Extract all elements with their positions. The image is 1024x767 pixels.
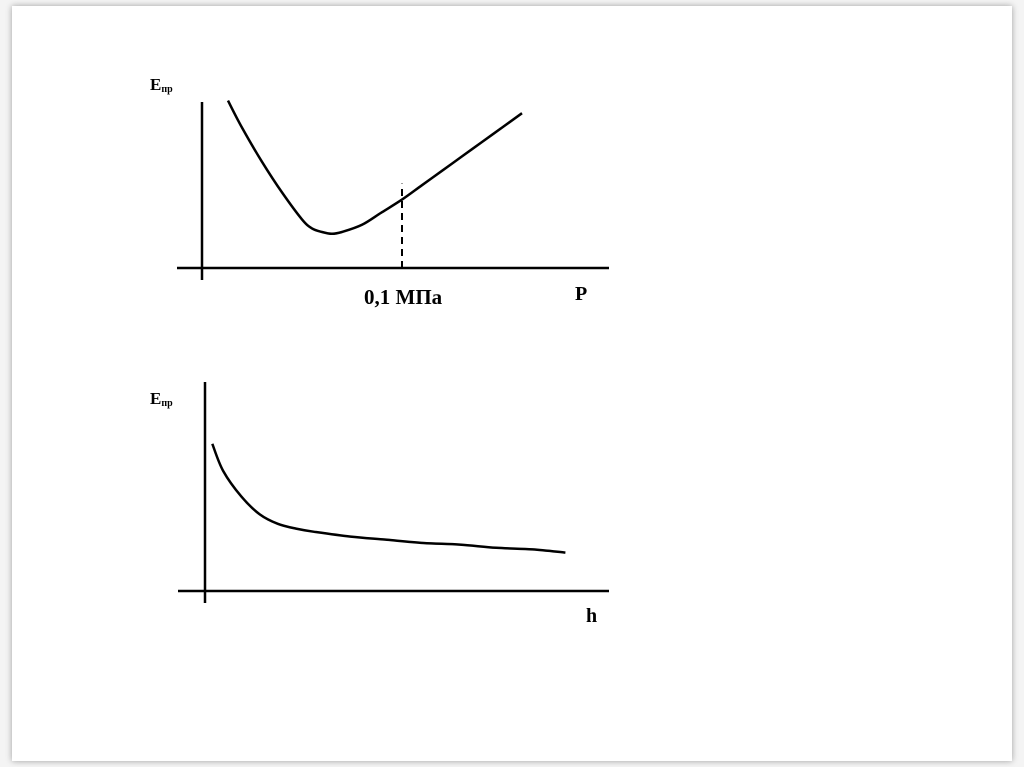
chart1-series-line — [226, 100, 523, 236]
chart-2: Eпр h — [150, 382, 609, 627]
charts-canvas: Eпр 0,1 МПа P Eпр h — [150, 75, 609, 627]
chart-1: Eпр 0,1 МПа P — [150, 75, 609, 309]
slide: Eпр 0,1 МПа P Eпр h — [12, 6, 1012, 761]
chart2-x-label: h — [586, 605, 597, 627]
chart2-y-label: Eпр — [150, 389, 173, 409]
chart1-annotation-label: 0,1 МПа — [364, 285, 443, 309]
chart1-y-label: Eпр — [150, 75, 173, 95]
chart2-series-line — [211, 443, 566, 554]
chart1-x-label: P — [575, 283, 587, 305]
